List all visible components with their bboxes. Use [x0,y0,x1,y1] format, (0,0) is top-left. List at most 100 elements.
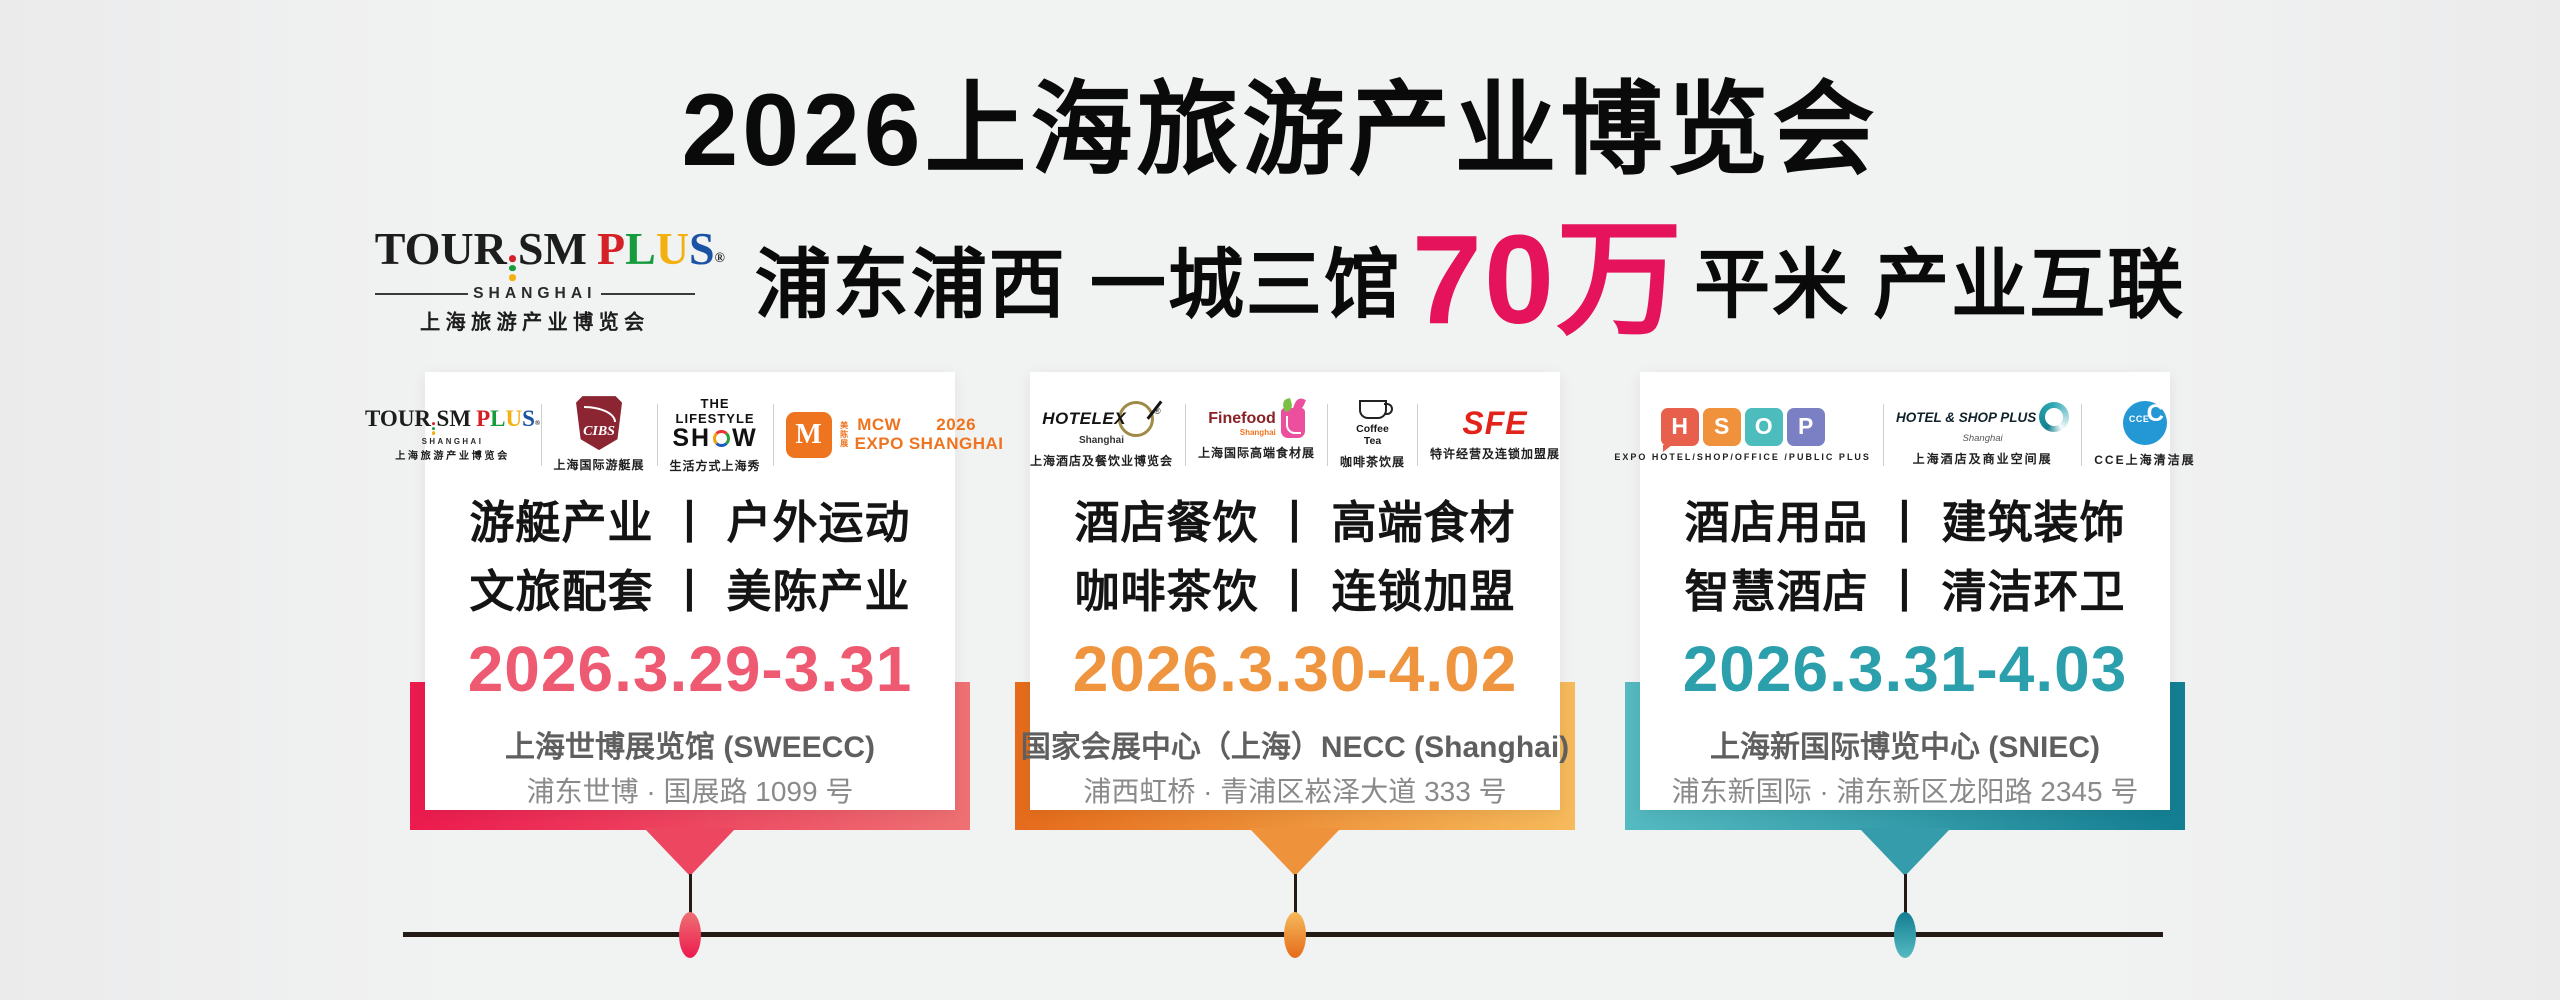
card1: TOUR SM PLUS ® SHANGHAI 上海旅游产业博览会 CIBS 上海国际… [365,372,1003,810]
mcw-icon: M [785,411,832,458]
category-line: 酒店用品 丨 建筑装饰 [1684,497,2126,549]
hotel-shop-plus-logo: HOTEL & SHOP PLUS Shanghai 上海酒店及商业空间展 [1896,402,2070,467]
hsop-label: EXPO HOTEL/SHOP/OFFICE /PUBLIC PLUS [1614,451,1871,462]
card2-timeline-dot [1284,912,1306,958]
mcw-expo-logo: M MCW 美陈展 2026 EXPO SHANGHAI [785,411,1004,458]
lifestyle-show-label: 生活方式上海秀 [669,458,761,473]
lifestyle-show-logo: THE LIFESTYLE SH W 生活方式上海秀 [670,396,761,474]
tp-plus: PLUS [597,222,715,274]
finefood-logo: Finefood Shanghai 上海国际高端食材展 [1197,396,1315,461]
hsop-logo: H S O P EXPO HOTEL/SHOP/OFFICE /PUBLIC P… [1614,407,1871,462]
sfe-wordmark: SFE [1462,405,1528,442]
cibs-label: 上海国际游艇展 [553,458,645,473]
hsop-p-square: P [1786,407,1825,446]
coffee-cup-icon [1358,399,1393,419]
card2-pointer-icon [1249,828,1341,876]
mcw-line2: EXPO [854,433,904,453]
card2-venue: 国家会展中心（上海）NECC (Shanghai) [1020,731,1570,764]
hotel-shop-plus-sub: Shanghai [1962,433,2003,445]
finefood-cup-icon [1280,396,1306,439]
card1-stem-line [688,874,692,932]
tp-sm: SM [517,222,587,274]
tp-tour: TOUR [374,222,507,274]
hsop-h-square: H [1660,407,1699,452]
registered-mark: ® [714,250,725,266]
cibs-logo: CIBS 上海国际游艇展 [554,396,645,473]
tourism-plus-logo: TOUR SM PLUS ® SHANGHAI 上海旅游产业博览会 [375,221,725,336]
venue-card-necc: HOTELEX ® Shanghai 上海酒店及餐饮业博览会 Finefood … [1015,372,1575,972]
logo-divider [1882,403,1884,466]
show-o-ring-icon [713,429,731,447]
category-line: 游艇产业 丨 户外运动 [469,497,911,549]
hsop-o-square: O [1744,407,1783,446]
tea-word: Tea [1363,434,1382,447]
logo-divider [656,403,658,466]
venue-card-sniec: H S O P EXPO HOTEL/SHOP/OFFICE /PUBLIC P… [1614,372,2194,972]
hsop-s-square: S [1702,407,1741,446]
card1-date: 2026.3.29-3.31 [467,633,913,705]
logo-divider [772,403,774,466]
tagline: 浦东浦西 一城三馆 70万 平米 产业互联 [754,209,2186,351]
finefood-label: 上海国际高端食材展 [1197,446,1315,461]
cce-logo: C CCE CCE上海清洁展 [2094,400,2195,468]
cibs-shield-icon: CIBS [576,396,623,451]
card3-stem-line [1903,874,1907,932]
tagline-part2: 平米 产业互联 [1694,242,2186,328]
mcw-city: SHANGHAI [908,433,1004,453]
lifestyle-show-word: SH W [672,423,758,452]
tp-chinese-name: 上海旅游产业博览会 [420,312,650,335]
logo-divider [1417,403,1419,466]
category-line: 智慧酒店 丨 清洁环卫 [1684,565,2126,617]
card1-timeline-dot [679,912,701,958]
hotelex-sub: Shanghai [1078,434,1124,446]
subheader: TOUR SM PLUS ® SHANGHAI 上海旅游产业博览会 浦东浦西 一城三馆… [0,208,2560,348]
category-line: 酒店餐饮 丨 高端食材 [1074,497,1516,549]
venue-card-sweecc: TOUR SM PLUS ® SHANGHAI 上海旅游产业博览会 CIBS 上海国际… [365,372,1003,972]
card1-pointer-icon [644,828,736,876]
card3: H S O P EXPO HOTEL/SHOP/OFFICE /PUBLIC P… [1614,372,2194,810]
mcw-line1: MCW [857,414,902,434]
tagline-part1: 浦东浦西 一城三馆 [754,242,1402,328]
card1-categories: 游艇产业 丨 户外运动 文旅配套 丨 美陈产业 [469,489,910,626]
lifestyle-show-top: THE LIFESTYLE [675,395,755,426]
timeline-line [403,932,2163,937]
logo-divider [1184,403,1186,466]
card2-categories: 酒店餐饮 丨 高端食材 咖啡茶饮 丨 连锁加盟 [1074,489,1515,626]
hotelex-logo: HOTELEX ® Shanghai 上海酒店及餐饮业博览会 [1029,400,1173,469]
tp-shanghai: SHANGHAI [375,285,695,303]
cce-circle-icon: C CCE [2122,400,2167,446]
logo-divider [540,403,542,466]
card1-venue: 上海世博展览馆 (SWEECC) [505,731,875,764]
hotel-shop-plus-swirl-icon [2039,402,2070,433]
card2-logo-row: HOTELEX ® Shanghai 上海酒店及餐饮业博览会 Finefood … [1030,392,1560,477]
category-line: 文旅配套 丨 美陈产业 [469,565,911,617]
page-title: 2026上海旅游产业博览会 [681,73,1879,187]
mcw-year: 2026 [936,414,977,434]
mcw-vertical-text: 美陈展 [839,421,849,449]
cibs-swoosh-icon [584,406,617,423]
registered-mark: ® [1154,405,1161,416]
card3-logo-row: H S O P EXPO HOTEL/SHOP/OFFICE /PUBLIC P… [1614,392,2193,477]
card1-logo-row: TOUR SM PLUS ® SHANGHAI 上海旅游产业博览会 CIBS 上海国际… [365,392,1003,477]
coffee-tea-logo: Coffee Tea 咖啡茶饮展 [1340,399,1406,470]
tagline-highlight: 70万 [1411,209,1685,351]
card2-date: 2026.3.30-4.02 [1072,633,1518,705]
tp-i-dots-icon [509,255,516,282]
logo-divider [2081,403,2083,466]
card1-address: 浦东世博 · 国展路 1099 号 [526,776,854,807]
card2: HOTELEX ® Shanghai 上海酒店及餐饮业博览会 Finefood … [1021,372,1569,810]
logo-divider [1327,403,1328,466]
category-line: 咖啡茶饮 丨 连锁加盟 [1074,565,1516,617]
hotelex-label: 上海酒店及餐饮业博览会 [1029,453,1173,468]
card3-timeline-dot [1894,912,1916,958]
tp-i-dots-icon [432,421,436,435]
coffee-tea-label: 咖啡茶饮展 [1340,454,1406,469]
tourism-plus-logo-small: TOUR SM PLUS ® SHANGHAI 上海旅游产业博览会 [365,405,541,463]
card2-address: 浦西虹桥 · 青浦区崧泽大道 333 号 [1083,776,1507,807]
hotelex-circle-icon [1118,400,1155,437]
tourism-plus-wordmark: TOUR SM PLUS ® [374,222,725,283]
hotel-shop-plus-label: 上海酒店及商业空间展 [1912,452,2053,467]
sfe-label: 特许经营及连锁加盟展 [1430,447,1561,462]
card2-stem-line [1293,874,1297,932]
